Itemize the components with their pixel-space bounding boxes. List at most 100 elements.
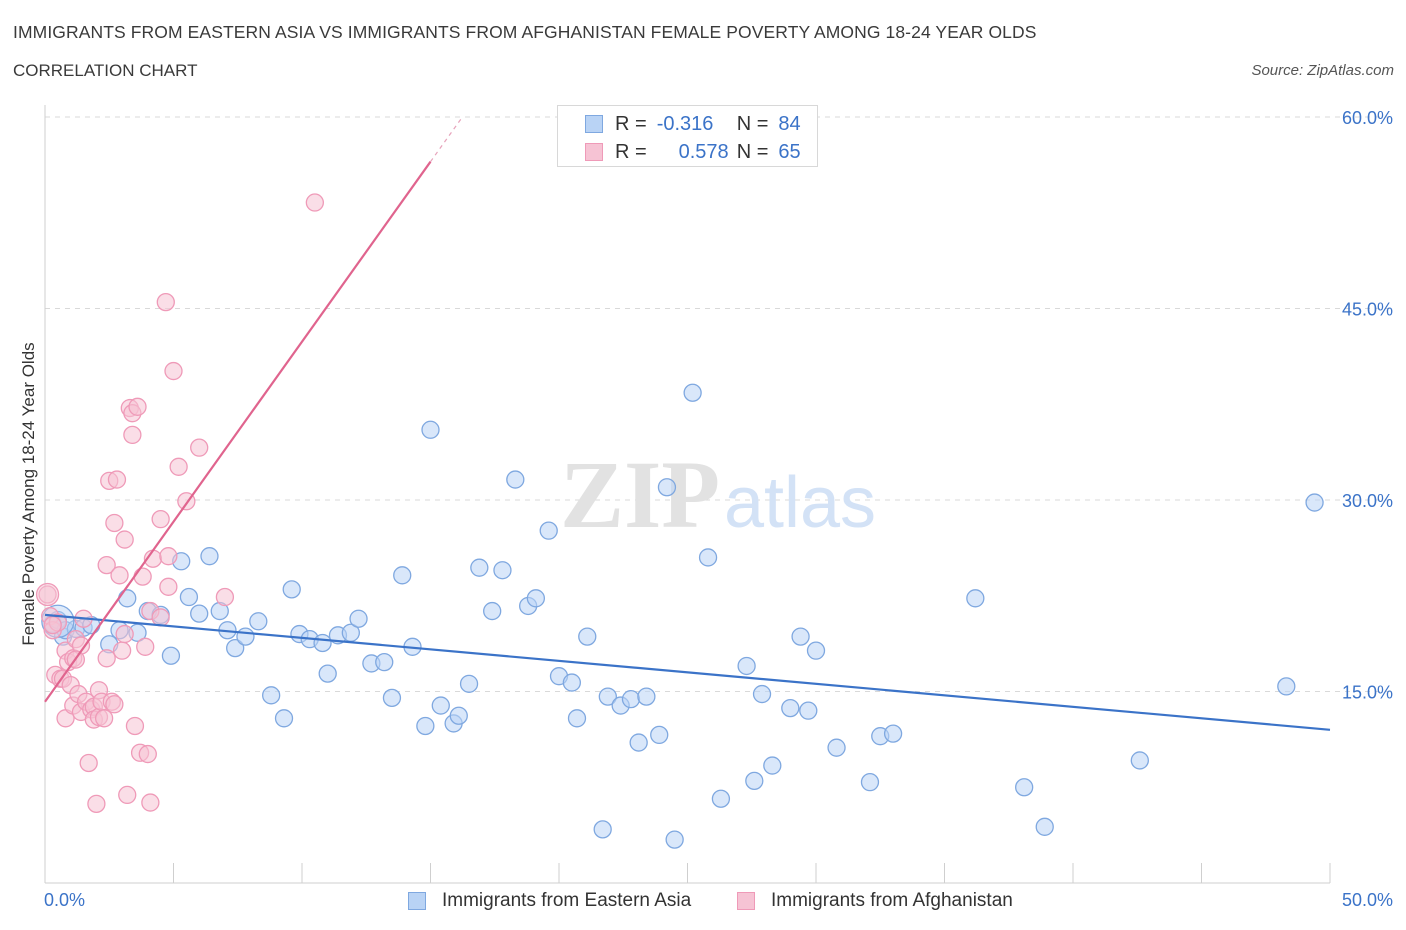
trend-line-eastern-asia <box>44 613 1331 731</box>
point-eastern-asia <box>657 478 677 497</box>
y-tick-label: 30.0% <box>1342 491 1393 511</box>
point-afghanistan <box>123 425 142 445</box>
point-eastern-asia <box>416 716 435 736</box>
point-eastern-asia <box>683 383 702 402</box>
point-eastern-asia <box>483 601 502 621</box>
point-afghanistan <box>110 566 129 585</box>
watermark-atlas: atlas <box>724 463 876 543</box>
point-eastern-asia <box>274 709 294 728</box>
point-eastern-asia <box>118 589 137 608</box>
point-eastern-asia <box>282 580 301 599</box>
legend-label-eastern-asia: Immigrants from Eastern Asia <box>442 890 692 911</box>
grid-lines <box>45 116 1393 692</box>
series-eastern-asia-points <box>41 383 1324 849</box>
series-legend: Immigrants from Eastern Asia Immigrants … <box>0 888 1406 918</box>
legend-n-value-eastern-asia: 84 <box>778 112 801 135</box>
point-eastern-asia <box>665 830 684 849</box>
legend-item-afghanistan[interactable]: Immigrants from Afghanistan <box>737 890 1013 912</box>
y-tick-labels: 15.0% 30.0% 45.0% 60.0% <box>1342 108 1393 703</box>
point-eastern-asia <box>562 673 581 692</box>
point-eastern-asia <box>393 566 412 585</box>
point-eastern-asia <box>200 547 219 566</box>
chart-subtitle: CORRELATION CHART <box>13 61 198 80</box>
y-tick-label: 45.0% <box>1342 300 1393 320</box>
point-afghanistan <box>128 397 147 416</box>
point-eastern-asia <box>449 706 468 725</box>
point-afghanistan <box>105 513 124 533</box>
point-eastern-asia <box>539 521 558 540</box>
point-eastern-asia <box>1015 778 1034 797</box>
watermark: ZIP atlas <box>560 441 876 548</box>
point-eastern-asia <box>578 627 597 646</box>
legend-r-value-afghanistan: 0.578 <box>678 140 729 163</box>
point-eastern-asia <box>179 587 199 607</box>
point-eastern-asia <box>1035 817 1054 836</box>
legend-row-eastern-asia: R = -0.316 N = 84 <box>558 111 801 137</box>
point-eastern-asia <box>650 725 669 745</box>
point-eastern-asia <box>236 627 255 646</box>
point-eastern-asia <box>745 771 764 791</box>
point-afghanistan <box>115 624 134 644</box>
legend-n-value-afghanistan: 65 <box>778 140 801 163</box>
point-eastern-asia <box>1130 751 1149 770</box>
point-afghanistan <box>97 555 116 575</box>
point-afghanistan <box>112 641 132 660</box>
trend-line-afghanistan <box>44 161 432 703</box>
point-eastern-asia <box>966 589 985 608</box>
x-tick-max: 50.0% <box>1341 890 1393 910</box>
point-afghanistan <box>94 709 114 728</box>
legend-n-label: N = <box>736 140 769 163</box>
point-eastern-asia <box>226 638 245 658</box>
point-afghanistan <box>190 438 209 457</box>
legend-item-eastern-asia[interactable]: Immigrants from Eastern Asia <box>408 890 691 912</box>
point-afghanistan <box>159 547 178 566</box>
watermark-zip: ZIP <box>560 441 720 548</box>
legend-label-afghanistan: Immigrants from Afghanistan <box>771 890 1013 911</box>
legend-swatch-blue <box>585 115 603 133</box>
point-eastern-asia <box>711 789 731 808</box>
point-eastern-asia <box>698 548 718 567</box>
chart-title: IMMIGRANTS FROM EASTERN ASIA VS IMMIGRAN… <box>13 22 1037 42</box>
trend-lines <box>44 118 1331 731</box>
point-eastern-asia <box>621 690 641 709</box>
legend-row-afghanistan: R = 0.578 N = 65 <box>558 139 801 165</box>
x-tick-min: 0.0% <box>44 890 86 910</box>
point-eastern-asia <box>1305 493 1324 512</box>
point-eastern-asia <box>349 609 368 628</box>
point-eastern-asia <box>593 820 612 839</box>
point-afghanistan <box>159 577 178 596</box>
legend-r-value-eastern-asia: -0.316 <box>656 112 714 135</box>
point-afghanistan <box>79 753 98 773</box>
point-eastern-asia <box>827 738 846 757</box>
point-eastern-asia <box>470 558 489 577</box>
point-afghanistan <box>151 510 170 529</box>
point-afghanistan <box>141 793 160 812</box>
point-afghanistan <box>125 716 145 736</box>
point-eastern-asia <box>382 688 402 708</box>
point-afghanistan <box>138 744 157 764</box>
point-eastern-asia <box>752 684 772 704</box>
point-eastern-asia <box>493 561 512 580</box>
point-afghanistan <box>136 637 155 656</box>
point-eastern-asia <box>883 724 903 743</box>
point-eastern-asia <box>637 687 656 706</box>
point-eastern-asia <box>459 674 479 693</box>
legend-swatch-pink <box>737 892 755 910</box>
point-eastern-asia <box>318 664 337 683</box>
point-afghanistan <box>133 567 152 586</box>
point-eastern-asia <box>431 696 450 715</box>
point-afghanistan <box>118 785 137 805</box>
point-afghanistan <box>97 649 116 668</box>
point-eastern-asia <box>629 733 648 752</box>
point-afghanistan <box>87 794 106 813</box>
point-eastern-asia <box>799 701 818 720</box>
trend-line-afghanistan-extension <box>430 118 462 163</box>
point-eastern-asia <box>781 698 800 718</box>
point-eastern-asia <box>375 652 394 672</box>
point-eastern-asia <box>190 604 209 623</box>
point-eastern-asia <box>567 709 587 728</box>
point-afghanistan <box>169 457 188 476</box>
point-afghanistan <box>105 695 124 714</box>
point-eastern-asia <box>161 646 181 665</box>
